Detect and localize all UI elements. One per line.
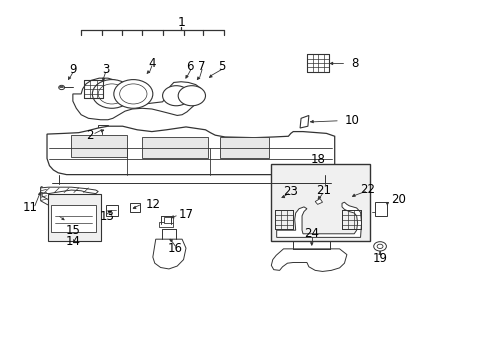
Polygon shape (271, 249, 346, 271)
Polygon shape (276, 202, 361, 237)
Text: 19: 19 (372, 252, 387, 265)
Text: 21: 21 (315, 184, 330, 197)
Text: 6: 6 (186, 60, 193, 73)
Polygon shape (73, 78, 201, 120)
Bar (274, 210, 293, 229)
Text: 15: 15 (65, 224, 80, 237)
Text: 8: 8 (350, 57, 357, 70)
Bar (220, 137, 268, 158)
Text: 2: 2 (85, 129, 93, 142)
Circle shape (98, 84, 125, 104)
Bar (306, 54, 329, 72)
Bar (105, 205, 118, 216)
Text: 5: 5 (218, 60, 225, 73)
Bar (71, 135, 127, 157)
Polygon shape (41, 187, 98, 194)
Circle shape (92, 80, 131, 108)
Bar (374, 202, 386, 216)
Text: 14: 14 (65, 235, 80, 248)
Circle shape (373, 242, 386, 251)
Circle shape (162, 86, 189, 106)
Text: 13: 13 (100, 210, 114, 223)
Bar (83, 80, 103, 98)
Bar (142, 137, 207, 158)
Text: 20: 20 (390, 193, 405, 206)
Text: 3: 3 (102, 63, 109, 76)
Bar (48, 194, 101, 241)
Text: 16: 16 (167, 242, 183, 255)
Bar (130, 203, 140, 212)
Polygon shape (47, 126, 334, 175)
Polygon shape (315, 199, 322, 204)
Bar (271, 164, 369, 241)
Circle shape (114, 80, 153, 108)
Text: 9: 9 (69, 63, 77, 76)
Circle shape (376, 244, 382, 248)
Text: 22: 22 (359, 183, 374, 196)
Bar (98, 125, 108, 132)
Text: 12: 12 (146, 198, 161, 211)
Polygon shape (41, 186, 48, 205)
Bar (341, 210, 360, 229)
Text: 10: 10 (344, 114, 359, 127)
Text: 18: 18 (309, 153, 325, 166)
Text: 24: 24 (304, 227, 319, 240)
Text: 11: 11 (22, 202, 38, 215)
Text: 23: 23 (283, 185, 297, 198)
Circle shape (59, 85, 64, 90)
Text: 4: 4 (148, 57, 155, 69)
Text: 7: 7 (198, 60, 205, 73)
Text: 1: 1 (177, 16, 184, 29)
Bar (163, 217, 172, 223)
Bar (159, 222, 172, 227)
Bar (51, 205, 96, 232)
Circle shape (120, 84, 147, 104)
Polygon shape (153, 239, 185, 269)
Text: 17: 17 (178, 208, 193, 221)
Polygon shape (300, 116, 308, 128)
Circle shape (178, 86, 205, 106)
